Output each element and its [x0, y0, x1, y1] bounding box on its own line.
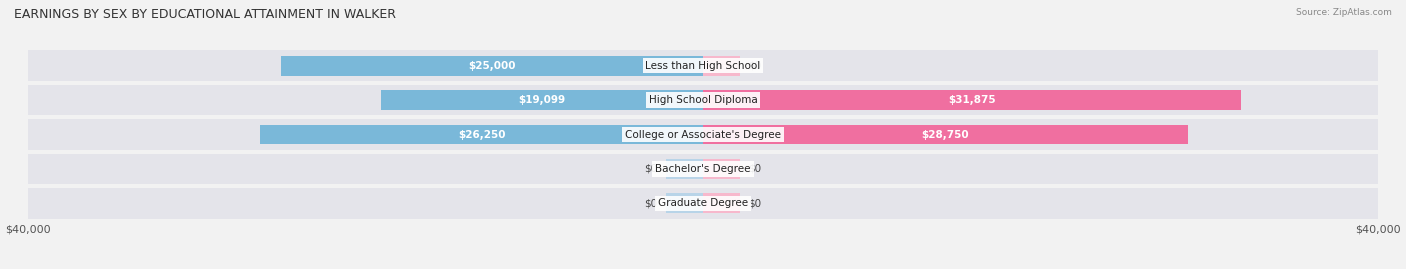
Text: $25,000: $25,000 [468, 61, 516, 71]
Text: $0: $0 [748, 61, 762, 71]
Text: Less than High School: Less than High School [645, 61, 761, 71]
Text: $0: $0 [748, 198, 762, 208]
Bar [28, 154, 1378, 184]
Text: EARNINGS BY SEX BY EDUCATIONAL ATTAINMENT IN WALKER: EARNINGS BY SEX BY EDUCATIONAL ATTAINMEN… [14, 8, 396, 21]
Bar [28, 188, 1378, 218]
Bar [666, 159, 703, 179]
Text: Bachelor's Degree: Bachelor's Degree [655, 164, 751, 174]
Bar [281, 56, 703, 76]
Text: College or Associate's Degree: College or Associate's Degree [626, 129, 780, 140]
Text: $0: $0 [644, 164, 658, 174]
Bar [28, 85, 1378, 115]
Bar [260, 125, 703, 144]
Bar [703, 125, 1188, 144]
Bar [28, 51, 1378, 81]
Bar [381, 90, 703, 110]
Bar [703, 90, 1241, 110]
Bar [703, 159, 740, 179]
Bar [28, 119, 1378, 150]
Text: $0: $0 [748, 164, 762, 174]
Text: $0: $0 [644, 198, 658, 208]
Text: Source: ZipAtlas.com: Source: ZipAtlas.com [1296, 8, 1392, 17]
Text: Graduate Degree: Graduate Degree [658, 198, 748, 208]
Text: High School Diploma: High School Diploma [648, 95, 758, 105]
Text: $31,875: $31,875 [948, 95, 995, 105]
Text: $19,099: $19,099 [519, 95, 565, 105]
Text: $26,250: $26,250 [458, 129, 505, 140]
Text: $28,750: $28,750 [922, 129, 969, 140]
Bar [666, 193, 703, 213]
Bar [703, 193, 740, 213]
Bar [703, 56, 740, 76]
